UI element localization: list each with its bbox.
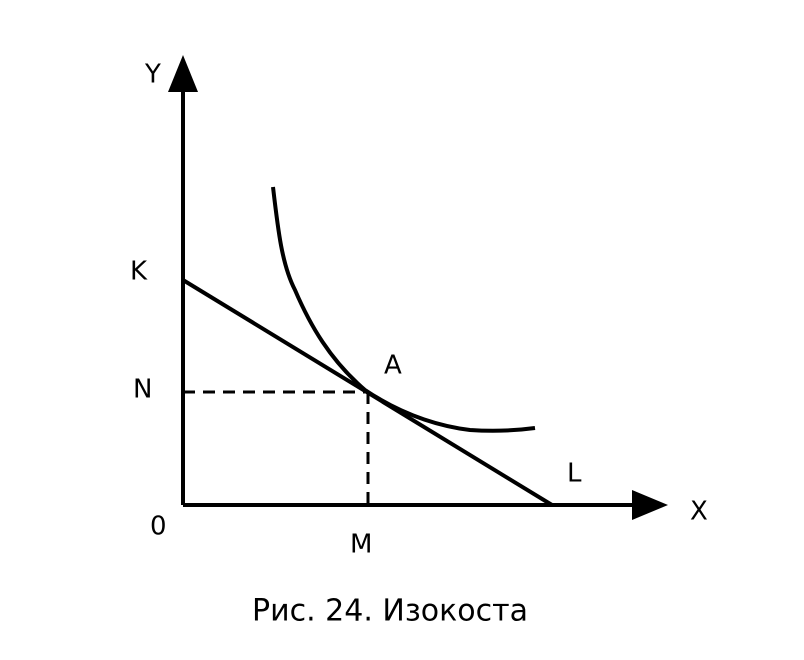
l-label: L bbox=[567, 459, 582, 489]
x-label: X bbox=[690, 497, 708, 527]
n-label: N bbox=[133, 375, 152, 405]
origin-label: 0 bbox=[150, 512, 167, 542]
isoquant-curve bbox=[271, 186, 536, 433]
x-arrow bbox=[632, 490, 668, 520]
k-label: K bbox=[130, 257, 148, 287]
y-arrow bbox=[168, 55, 198, 92]
m-label: M bbox=[350, 530, 372, 560]
axes bbox=[181, 90, 640, 507]
dashed-guides bbox=[183, 390, 370, 505]
a-label: A bbox=[384, 351, 402, 381]
y-label: Y bbox=[144, 60, 161, 90]
caption: Рис. 24. Изокоста bbox=[252, 594, 528, 629]
